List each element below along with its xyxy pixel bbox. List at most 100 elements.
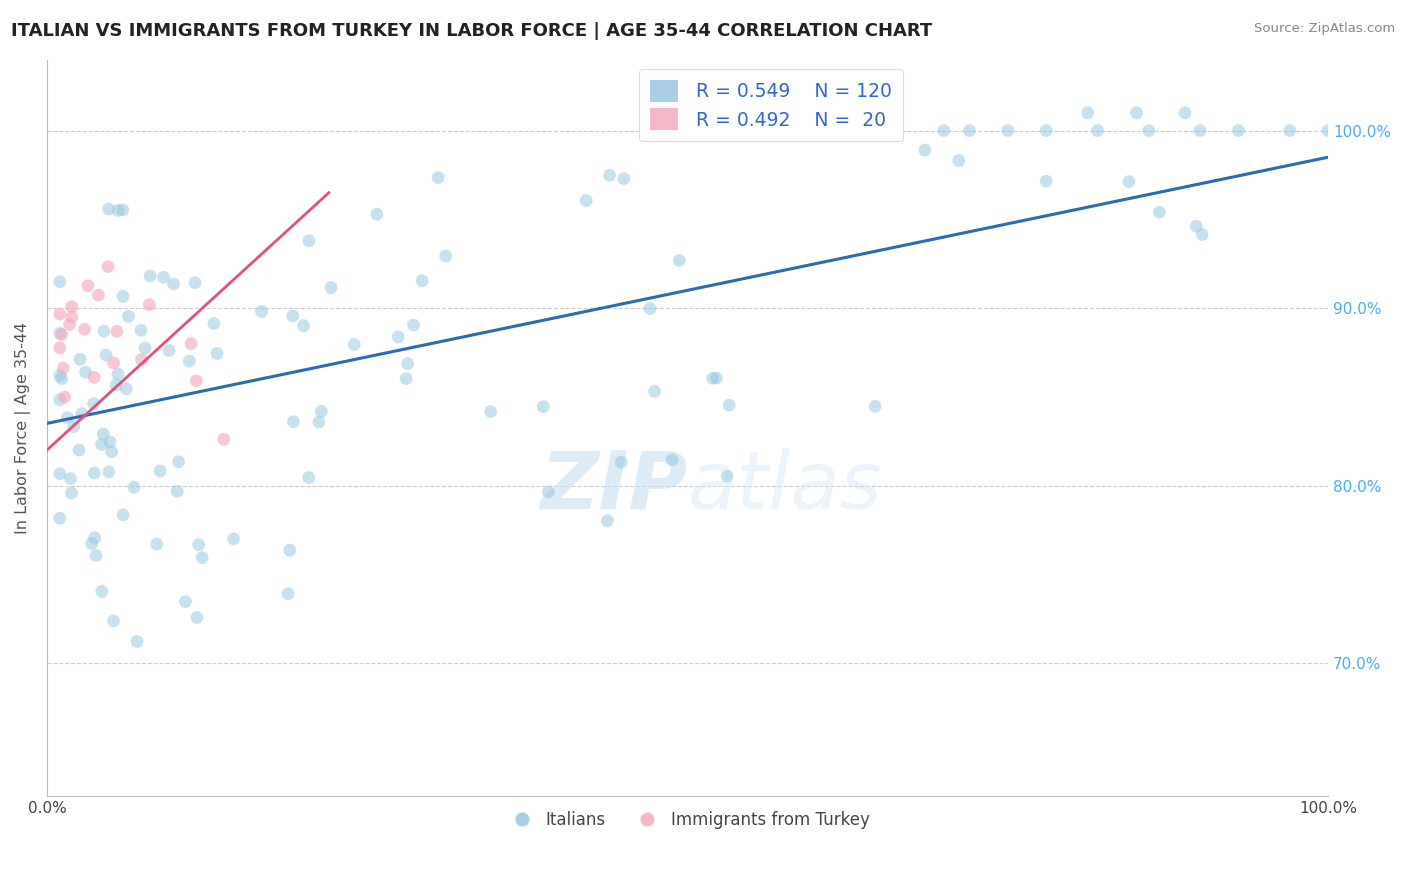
Point [103,614,125,628]
Point [1125,106,1147,120]
Point [167,455,190,469]
Point [638,301,661,316]
Point [1317,123,1340,137]
Point [97,202,120,216]
Point [281,309,304,323]
Point [49,326,72,341]
Point [186,610,208,624]
Point [122,480,145,494]
Point [212,433,235,447]
Point [387,330,409,344]
Point [1278,123,1301,137]
Point [69,352,91,367]
Point [479,404,502,418]
Point [129,323,152,337]
Point [83,370,105,384]
Point [661,106,683,120]
Point [997,123,1019,137]
Point [396,357,419,371]
Point [202,317,225,331]
Point [157,343,180,358]
Point [152,270,174,285]
Point [91,427,114,442]
Point [205,346,228,360]
Point [278,543,301,558]
Point [49,341,72,355]
Point [90,437,112,451]
Point [131,352,153,367]
Point [948,153,970,168]
Point [174,594,197,608]
Point [49,307,72,321]
Point [75,365,97,379]
Point [434,249,457,263]
Point [1077,106,1099,120]
Point [914,143,936,157]
Point [292,318,315,333]
Point [411,274,433,288]
Point [1191,227,1213,242]
Point [105,325,128,339]
Point [51,327,73,342]
Point [134,341,156,355]
Point [125,634,148,648]
Point [115,382,138,396]
Point [716,469,738,483]
Point [1035,174,1057,188]
Point [70,407,93,421]
Point [100,444,122,458]
Point [1174,106,1197,120]
Point [60,310,83,324]
Point [187,538,209,552]
Point [138,297,160,311]
Text: ZIP: ZIP [540,448,688,525]
Point [283,415,305,429]
Point [107,203,129,218]
Point [702,371,724,385]
Point [1137,123,1160,137]
Point [575,194,598,208]
Point [343,337,366,351]
Point [49,467,72,481]
Point [1149,205,1171,219]
Legend: Italians, Immigrants from Turkey: Italians, Immigrants from Turkey [499,805,876,836]
Point [186,374,208,388]
Point [402,318,425,332]
Point [180,336,202,351]
Point [957,123,980,137]
Point [58,318,80,332]
Point [83,531,105,545]
Point [60,300,83,314]
Point [1185,219,1208,234]
Point [298,234,321,248]
Point [1189,123,1212,137]
Point [932,123,955,137]
Point [49,511,72,525]
Point [97,260,120,274]
Point [90,584,112,599]
Point [62,419,84,434]
Point [49,368,72,383]
Point [84,549,107,563]
Point [1035,123,1057,137]
Point [250,304,273,318]
Point [668,253,690,268]
Point [103,356,125,370]
Point [87,288,110,302]
Point [613,171,636,186]
Point [706,371,728,385]
Point [1087,123,1109,137]
Point [166,484,188,499]
Point [83,396,105,410]
Point [73,322,96,336]
Point [80,536,103,550]
Y-axis label: In Labor Force | Age 35-44: In Labor Force | Age 35-44 [15,322,31,534]
Point [1118,175,1140,189]
Point [599,168,621,182]
Point [162,277,184,291]
Point [311,404,333,418]
Point [59,472,82,486]
Point [184,276,207,290]
Point [51,371,73,385]
Text: Source: ZipAtlas.com: Source: ZipAtlas.com [1254,22,1395,36]
